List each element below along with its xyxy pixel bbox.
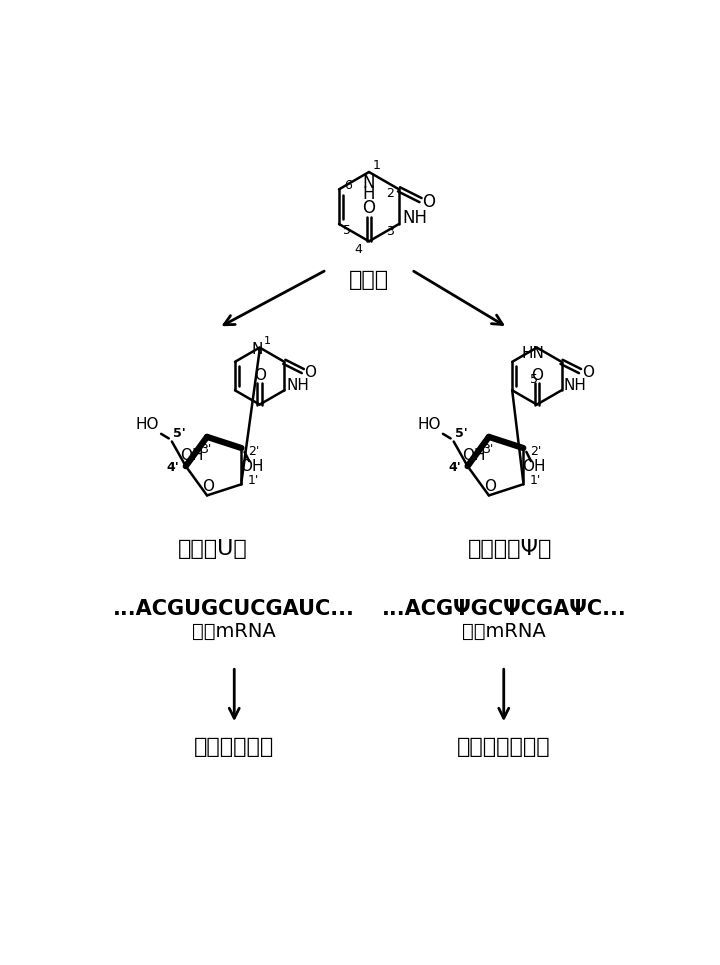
Text: O: O [305, 365, 317, 380]
Text: OH: OH [180, 448, 203, 463]
Text: 尿喂啶: 尿喂啶 [349, 270, 389, 290]
Text: O: O [531, 368, 543, 383]
Text: 5: 5 [530, 373, 538, 386]
Text: O: O [253, 368, 266, 383]
Text: O: O [422, 193, 435, 210]
Text: N: N [363, 174, 375, 192]
Text: 1': 1' [248, 474, 259, 487]
Text: 3: 3 [386, 225, 394, 238]
Text: HO: HO [418, 417, 441, 432]
Text: NH: NH [402, 208, 427, 227]
Text: HO: HO [135, 417, 159, 432]
Text: OH: OH [462, 448, 485, 463]
Text: 3': 3' [482, 443, 493, 455]
Text: 修饰mRNA: 修饰mRNA [462, 622, 546, 641]
Text: 1': 1' [530, 474, 541, 487]
Text: 3': 3' [199, 443, 211, 455]
Text: 5': 5' [455, 427, 468, 440]
Text: 4': 4' [448, 461, 461, 474]
Text: O: O [582, 365, 594, 380]
Text: O: O [202, 479, 215, 494]
Text: 6: 6 [344, 179, 352, 192]
Text: 5: 5 [343, 224, 351, 236]
Text: 尿苷（U）: 尿苷（U） [178, 539, 248, 560]
Text: NH: NH [564, 378, 587, 393]
Text: O: O [362, 199, 376, 217]
Text: 2: 2 [386, 186, 394, 200]
Text: HN: HN [521, 346, 544, 361]
Text: 激发炎症反应: 激发炎症反应 [194, 737, 274, 758]
Text: 1: 1 [264, 337, 271, 346]
Text: 4: 4 [354, 242, 362, 256]
Text: 1: 1 [373, 159, 381, 173]
Text: NH: NH [287, 378, 310, 393]
Text: 假尿苷（Ψ）: 假尿苷（Ψ） [468, 539, 552, 560]
Text: 2': 2' [530, 445, 541, 457]
Text: ...ACGΨGCΨCGAΨC...: ...ACGΨGCΨCGAΨC... [382, 598, 626, 619]
Text: OH: OH [240, 459, 264, 474]
Text: OH: OH [522, 459, 546, 474]
Text: H: H [363, 184, 375, 203]
Text: 不激发炎症反应: 不激发炎症反应 [457, 737, 551, 758]
Text: 4': 4' [166, 461, 179, 474]
Text: O: O [485, 479, 496, 494]
Text: 2': 2' [248, 445, 259, 457]
Text: ...ACGUGCUCGAUC...: ...ACGUGCUCGAUC... [113, 598, 355, 619]
Text: N: N [252, 343, 263, 357]
Text: 5': 5' [174, 427, 186, 440]
Text: 正常mRNA: 正常mRNA [192, 622, 276, 641]
